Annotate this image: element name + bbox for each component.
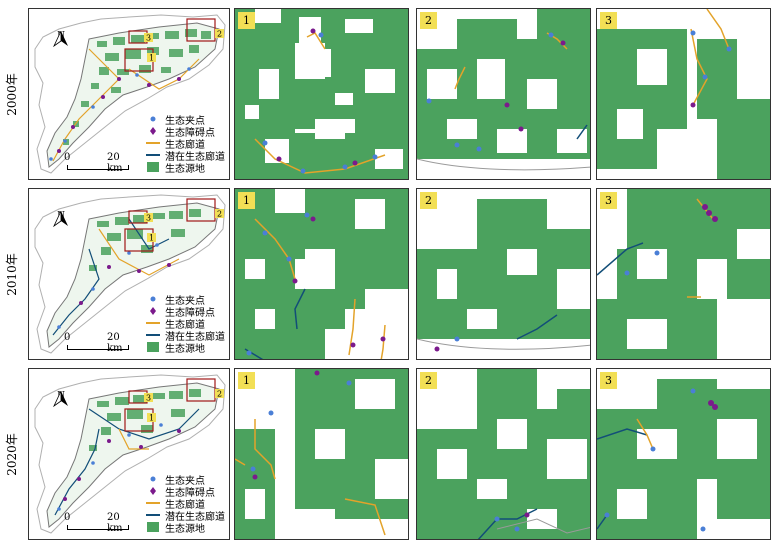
pinch-point-icon — [150, 116, 156, 122]
legend-pinch: 生态夹点 — [145, 293, 225, 307]
potential-corridor-line-icon — [146, 154, 160, 156]
callout-2: 2 — [217, 30, 222, 39]
callout-1: 1 — [149, 414, 154, 423]
legend-potential: 潜在生态廊道 — [145, 509, 225, 523]
zoom-panel-3-2010: 3 — [596, 188, 771, 360]
overview-map-2020: 3 1 2 N 0 20 km 生态夹点 生态障碍点 生态廊道 潜在生态廊道 生… — [28, 368, 230, 540]
zoom-panel-1-2020: 1 — [234, 368, 409, 540]
north-arrow-icon — [53, 391, 68, 407]
zoom-panel-2-2000: 2 — [416, 8, 591, 180]
zoom-panel-1-2000: 1 — [234, 8, 409, 180]
legend-pinch: 生态夹点 — [145, 473, 225, 487]
zoom-label-1: 1 — [238, 192, 255, 209]
barrier-point-icon — [150, 127, 156, 135]
potential-corridor-line-icon — [146, 334, 160, 336]
north-arrow: N — [53, 31, 69, 59]
zoom-label-2: 2 — [420, 372, 437, 389]
row-label-2000: 2000年 — [4, 72, 19, 116]
barrier-point-icon — [150, 487, 156, 495]
zoom-panel-1-2010: 1 — [234, 188, 409, 360]
callout-3: 3 — [146, 34, 151, 43]
pinch-point-icon — [150, 476, 156, 482]
zoom-label-1: 1 — [238, 12, 255, 29]
corridor-line-icon — [146, 322, 160, 324]
row-label-2010: 2010年 — [4, 252, 19, 296]
callout-3: 3 — [146, 214, 151, 223]
zoom-label-3: 3 — [600, 12, 617, 29]
corridor-line-icon — [146, 502, 160, 504]
legend-source: 生态源地 — [145, 161, 225, 175]
overview-svg: 3 1 2 — [34, 14, 226, 174]
north-arrow: N — [53, 211, 69, 239]
legend-pinch: 生态夹点 — [145, 113, 225, 127]
scale-bar: 0 20 km — [63, 512, 137, 534]
row-label-2020: 2020年 — [4, 432, 19, 476]
barrier-point-icon — [150, 307, 156, 315]
callout-2: 2 — [217, 390, 222, 399]
corridor-line-icon — [146, 142, 160, 144]
overview-map-2000: 3 1 2 N 0 20 km 生态夹点 生态障碍点 生态廊道 潜在生态廊道 生… — [28, 8, 230, 180]
zoom-label-3: 3 — [600, 192, 617, 209]
legend-barrier: 生态障碍点 — [145, 305, 225, 319]
callout-3: 3 — [146, 394, 151, 403]
zoom-panel-3-2020: 3 — [596, 368, 771, 540]
zoom-label-2: 2 — [420, 12, 437, 29]
legend-potential: 潜在生态廊道 — [145, 149, 225, 163]
callout-1: 1 — [149, 234, 154, 243]
pinch-point-icon — [150, 296, 156, 302]
callout-1: 1 — [149, 54, 154, 63]
north-arrow-icon — [53, 31, 68, 47]
source-area-icon — [147, 342, 159, 352]
zoom-label-2: 2 — [420, 192, 437, 209]
legend-source: 生态源地 — [145, 341, 225, 355]
zoom-panel-3-2000: 3 — [596, 8, 771, 180]
legend: 生态夹点 生态障碍点 生态廊道 潜在生态廊道 生态源地 — [145, 113, 225, 175]
zoom-label-1: 1 — [238, 372, 255, 389]
legend-source: 生态源地 — [145, 521, 225, 535]
legend-corridor: 生态廊道 — [145, 317, 225, 331]
legend-barrier: 生态障碍点 — [145, 485, 225, 499]
north-arrow: N — [53, 391, 69, 419]
legend: 生态夹点 生态障碍点 生态廊道 潜在生态廊道 生态源地 — [145, 293, 225, 355]
legend-potential: 潜在生态廊道 — [145, 329, 225, 343]
legend-corridor: 生态廊道 — [145, 497, 225, 511]
north-arrow-icon — [53, 211, 68, 227]
callout-2: 2 — [217, 210, 222, 219]
scale-bar: 0 20 km — [63, 332, 137, 354]
zoom-panel-2-2020: 2 — [416, 368, 591, 540]
zoom-panel-2-2010: 2 — [416, 188, 591, 360]
overview-map-2010: 3 1 2 N 0 20 km 生态夹点 生态障碍点 生态廊道 潜在生态廊道 生… — [28, 188, 230, 360]
source-area-icon — [147, 162, 159, 172]
legend-corridor: 生态廊道 — [145, 137, 225, 151]
legend: 生态夹点 生态障碍点 生态廊道 潜在生态廊道 生态源地 — [145, 473, 225, 535]
potential-corridor-line-icon — [146, 514, 160, 516]
source-area-icon — [147, 522, 159, 532]
legend-barrier: 生态障碍点 — [145, 125, 225, 139]
scale-bar: 0 20 km — [63, 152, 137, 174]
zoom-label-3: 3 — [600, 372, 617, 389]
